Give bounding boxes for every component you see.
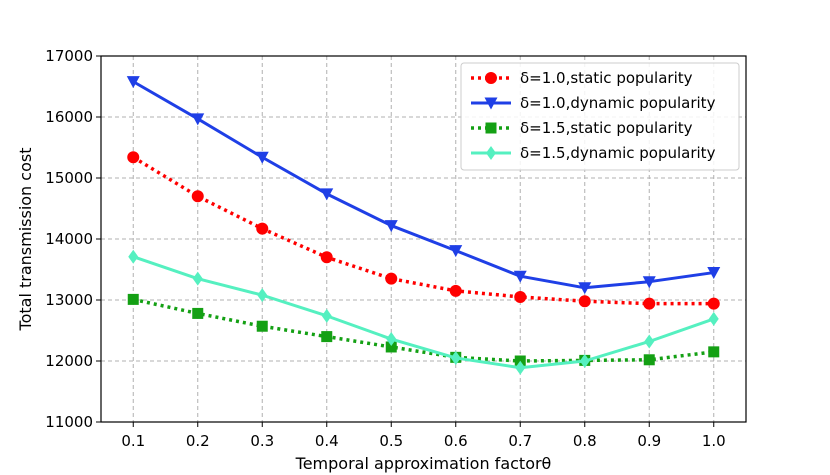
- data-point: [708, 346, 720, 358]
- data-point: [320, 188, 334, 201]
- data-point: [643, 354, 655, 366]
- legend-box: [460, 62, 740, 171]
- data-point: [256, 222, 269, 235]
- data-point: [513, 270, 527, 283]
- series-line: [132, 80, 714, 290]
- data-point: [578, 282, 592, 295]
- legend-label: δ=1.0,dynamic popularity: [520, 94, 716, 112]
- data-point: [128, 249, 139, 264]
- series-line: [132, 297, 714, 363]
- x-tick-label: 0.8: [573, 432, 597, 450]
- y-axis-label: Total transmission cost: [16, 148, 35, 332]
- x-tick-label: 0.3: [250, 432, 274, 450]
- y-tick-label: 12000: [45, 352, 93, 370]
- data-point: [321, 331, 333, 343]
- data-point: [385, 272, 398, 285]
- y-tick-label: 13000: [45, 291, 93, 309]
- data-point: [256, 320, 268, 332]
- legend-label: δ=1.5,static popularity: [520, 119, 693, 137]
- data-point: [192, 307, 204, 319]
- data-point: [321, 308, 332, 323]
- legend-entry: δ=1.5,static popularity: [471, 119, 693, 137]
- legend-label: δ=1.0,static popularity: [520, 69, 693, 87]
- x-axis-label: Temporal approximation factorθ: [295, 454, 552, 473]
- x-tick-label: 0.7: [508, 432, 532, 450]
- legend-marker: [485, 72, 497, 84]
- x-tick-label: 0.5: [379, 432, 403, 450]
- x-tick-label: 0.2: [186, 432, 210, 450]
- data-point: [384, 220, 398, 233]
- series-1: [127, 151, 720, 310]
- data-point: [642, 276, 656, 289]
- data-point: [127, 293, 139, 305]
- data-point: [578, 295, 591, 308]
- data-point: [515, 360, 526, 375]
- data-point: [386, 332, 397, 347]
- series-line: [132, 155, 714, 306]
- legend-marker: [484, 97, 498, 110]
- legend-marker: [485, 122, 497, 134]
- legend-marker: [486, 146, 496, 160]
- data-point: [191, 190, 204, 203]
- data-point: [127, 151, 140, 164]
- data-point: [644, 334, 655, 349]
- x-tick-label: 1.0: [702, 432, 726, 450]
- y-tick-label: 17000: [45, 47, 93, 65]
- x-tick-label: 0.1: [121, 432, 145, 450]
- series-layer: [126, 76, 721, 375]
- data-point: [449, 284, 462, 297]
- legend-entry: δ=1.5,dynamic popularity: [471, 144, 716, 162]
- data-point: [643, 297, 656, 310]
- x-tick-label: 0.9: [637, 432, 661, 450]
- data-point: [385, 341, 397, 353]
- legend-label: δ=1.5,dynamic popularity: [520, 144, 716, 162]
- data-point: [320, 251, 333, 264]
- data-point: [449, 245, 463, 258]
- data-point: [708, 311, 719, 326]
- data-point: [707, 267, 721, 280]
- y-tick-label: 16000: [45, 108, 93, 126]
- series-3: [127, 293, 720, 367]
- data-point: [255, 151, 269, 164]
- series-2: [126, 76, 721, 295]
- data-point: [450, 350, 461, 365]
- y-tick-label: 11000: [45, 413, 93, 431]
- legend-entry: δ=1.0,static popularity: [471, 69, 693, 87]
- axis-ticks: 0.1 0.2 0.3 0.4 0.5 0.6 0.7 0.8 0.9 1.0 11000 12000…: [45, 47, 725, 450]
- x-tick-label: 0.6: [444, 432, 468, 450]
- data-point: [126, 76, 140, 89]
- series-line: [132, 255, 715, 370]
- data-point: [579, 354, 590, 368]
- y-tick-label: 14000: [45, 230, 93, 248]
- legend-entry: δ=1.0,dynamic popularity: [471, 94, 716, 112]
- data-point: [707, 297, 720, 310]
- y-tick-label: 15000: [45, 169, 93, 187]
- data-point: [257, 288, 268, 303]
- x-tick-label: 0.4: [315, 432, 339, 450]
- series-4: [128, 249, 719, 375]
- legend: δ=1.0,static popularity δ=1.0,dynamic pop…: [460, 62, 740, 171]
- data-point: [192, 271, 203, 286]
- data-point: [191, 113, 205, 126]
- data-point: [514, 290, 527, 303]
